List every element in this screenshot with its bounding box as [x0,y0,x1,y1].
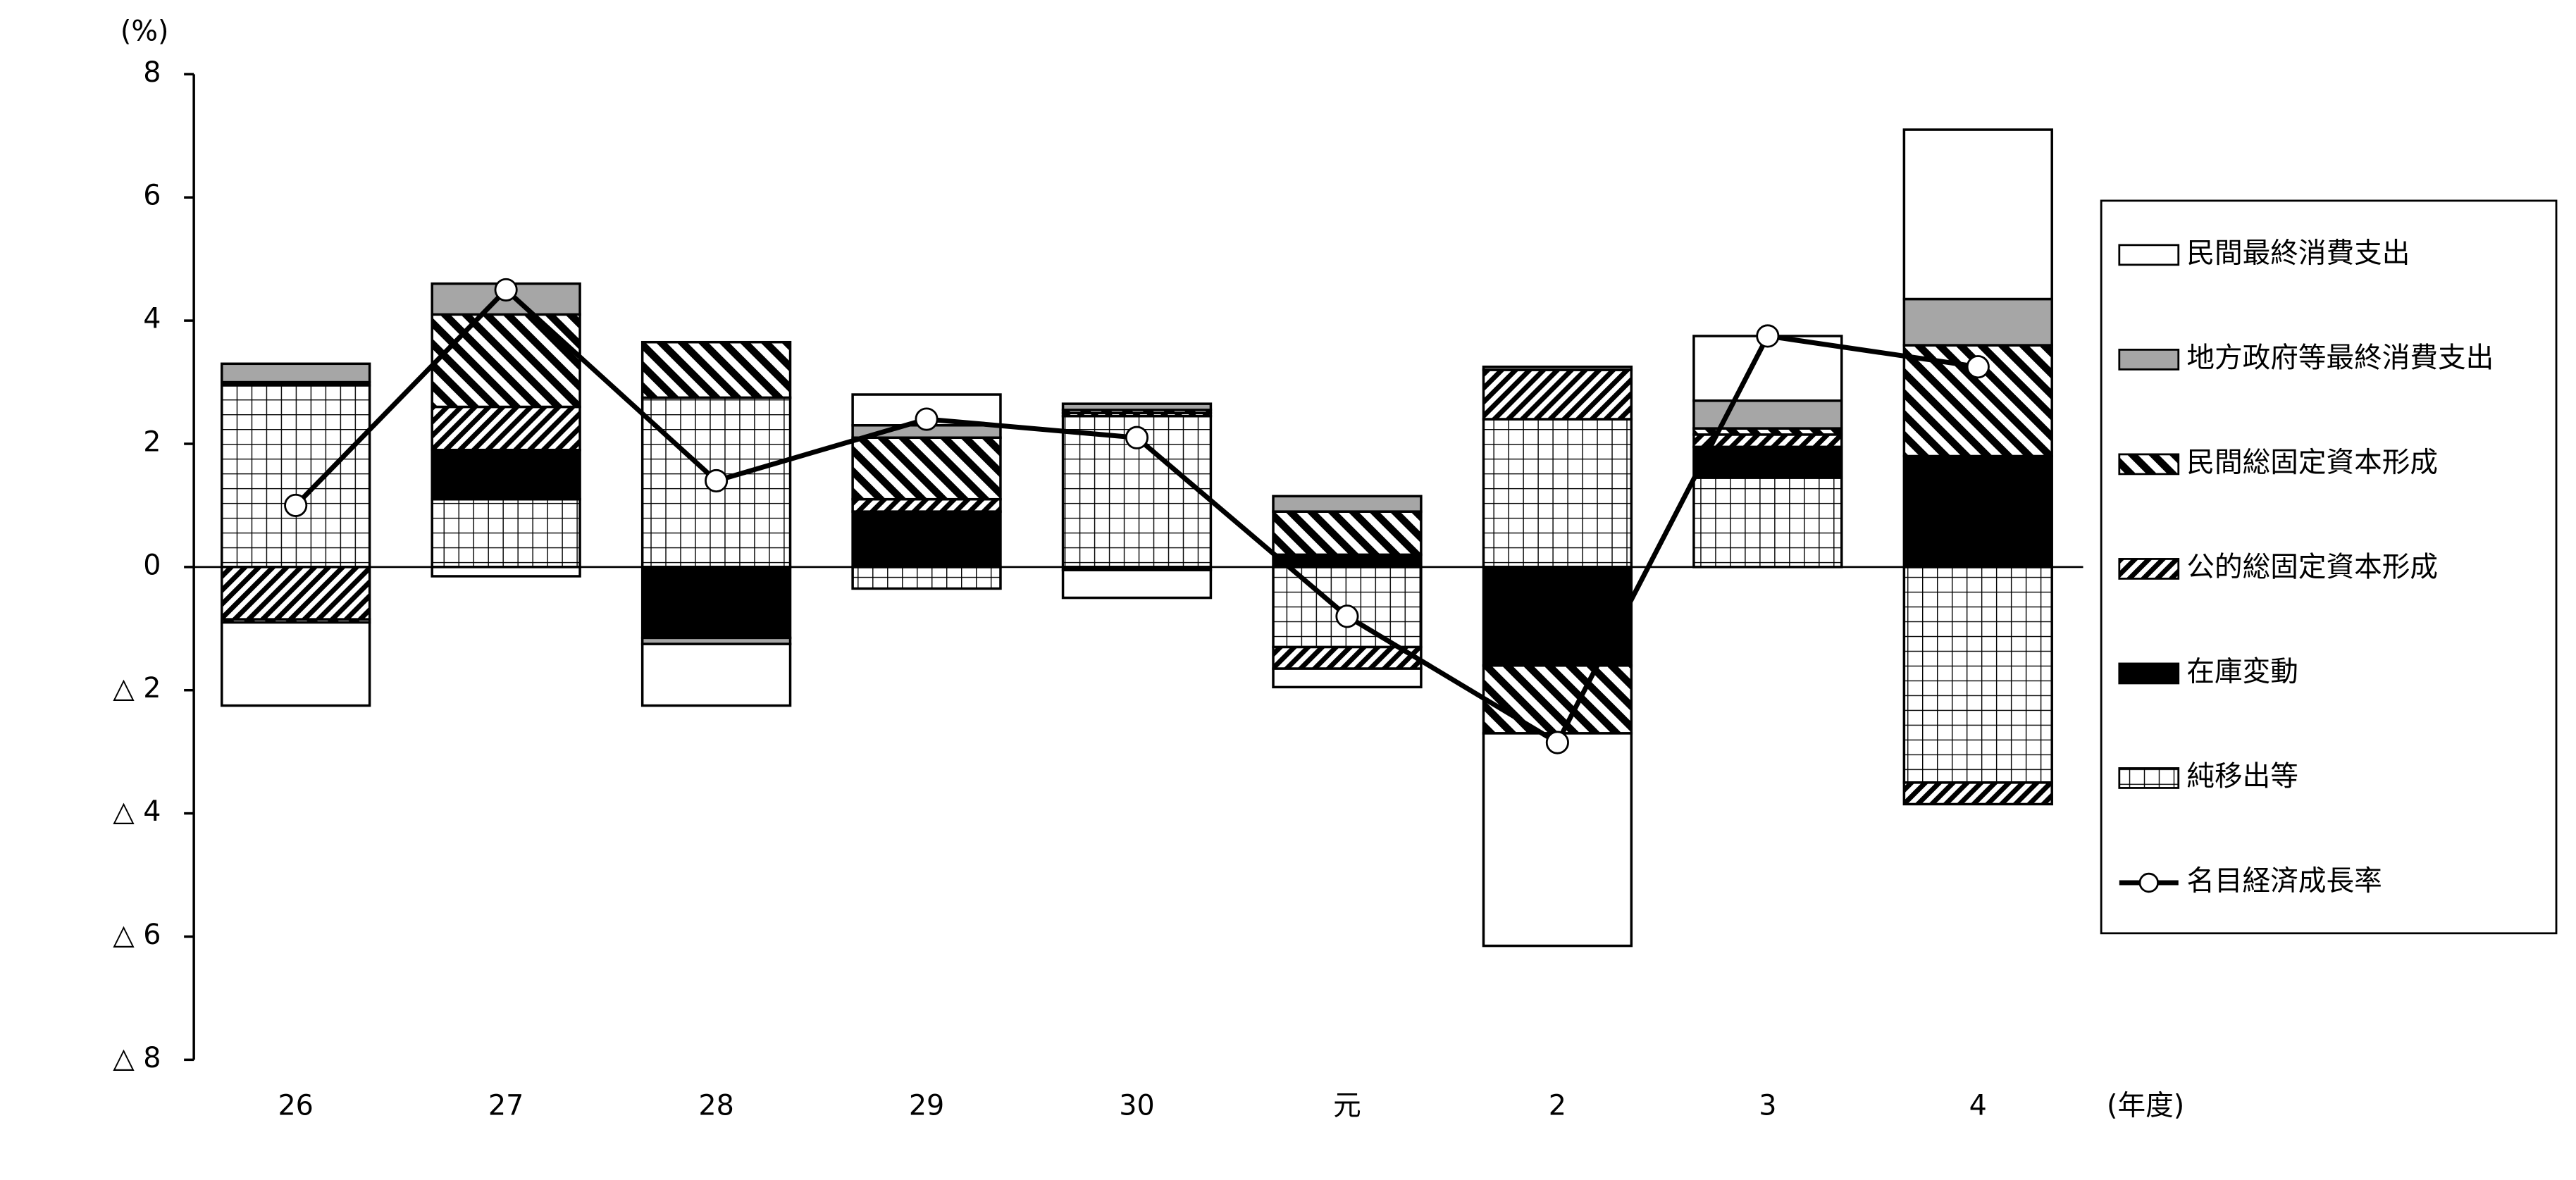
bar-segment [1482,368,1633,421]
legend-label: 名目経済成長率 [2186,864,2382,897]
bar-segment [1902,781,2053,806]
x-tick-label: 2 [1549,1089,1566,1122]
x-tick-label: 28 [698,1089,733,1122]
y-tick-label: △ 2 [113,672,161,704]
legend-label: 公的総固定資本形成 [2186,551,2438,583]
bar-segment [1272,645,1423,670]
bar-segment [851,510,1002,569]
bar-segment [851,566,1002,590]
y-unit-label: (%) [120,15,169,48]
line-point [1756,324,1780,348]
line-point [1966,355,1990,379]
line-point [284,493,308,517]
bar-segment [1482,664,1633,735]
legend-swatch [2118,453,2180,476]
y-tick-label: 2 [143,426,161,458]
legend-label: 在庫変動 [2186,655,2298,688]
bar-segment [221,566,371,621]
y-tick-label: 4 [143,303,161,335]
bar-segment [221,384,371,569]
bar-segment [221,621,371,707]
bar-segment [1692,399,1843,430]
y-tick-label: 8 [143,56,161,89]
legend-label: 地方政府等最終消費支出 [2186,342,2494,374]
bar-segment [1482,566,1633,667]
bar-segment [431,566,581,578]
y-tick-label: △ 8 [113,1042,161,1074]
x-unit-label: (年度) [2107,1089,2184,1122]
legend-swatch [2118,558,2180,580]
bar-segment [1692,445,1843,479]
y-tick-label: △ 4 [113,795,161,828]
legend-label: 民間最終消費支出 [2186,237,2410,269]
bar-segment [1902,566,2053,784]
x-tick-label: 30 [1119,1089,1154,1122]
x-tick-label: 3 [1759,1089,1776,1122]
line-point [494,278,518,302]
bar-segment [221,362,371,384]
bar-segment [431,448,581,501]
line-point [1545,731,1569,754]
bar-segment [1482,418,1633,569]
bar-segment [640,566,792,640]
bar-segment [1692,476,1843,569]
legend-label: 民間総固定資本形成 [2186,446,2438,478]
legend-swatch [2118,244,2180,266]
bar-segment [1272,495,1423,513]
bar-segment [851,497,1002,513]
legend-swatch [2118,662,2180,685]
line-point [1125,426,1149,449]
bar-segment [1902,128,2053,301]
bar-segment [1482,365,1633,371]
bar-segment [640,642,792,707]
bar-segment [1061,569,1213,600]
bar-segment [431,313,581,409]
x-tick-label: 4 [1969,1089,1987,1122]
bar-segment [1272,510,1423,557]
bar-segment [1272,553,1423,569]
bar-segment [1902,454,2053,569]
bar-segment [1482,732,1633,948]
y-tick-label: 6 [143,180,161,212]
x-tick-label: 29 [909,1089,944,1122]
x-tick-label: 26 [278,1089,313,1122]
line-point [1335,604,1359,628]
legend-label: 純移出等 [2186,760,2298,793]
line-point [915,407,939,431]
legend-swatch [2118,348,2180,371]
x-tick-label: 元 [1333,1089,1361,1122]
legend-swatch [2118,767,2180,789]
x-tick-label: 27 [488,1089,524,1122]
bar-segment [1902,297,2053,347]
bar-segment [1272,667,1423,689]
bar-segment [1061,402,1213,411]
y-tick-label: 0 [143,549,161,581]
y-tick-label: △ 6 [113,919,161,951]
bar-segment [851,436,1002,501]
legend-marker [2138,872,2159,893]
line-point [705,468,729,493]
bar-segment [431,497,581,569]
bar-segment [431,405,581,452]
bar-segment [640,340,792,399]
